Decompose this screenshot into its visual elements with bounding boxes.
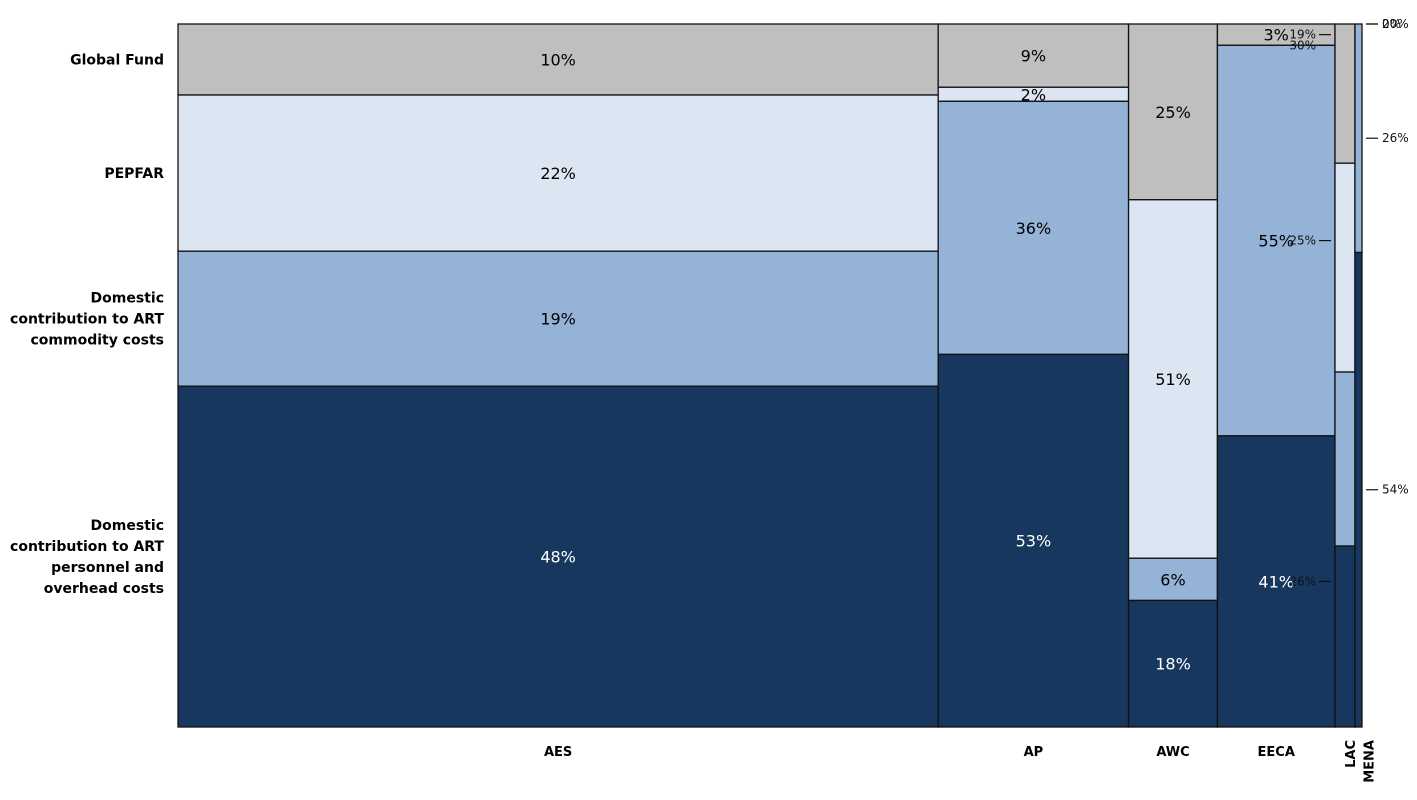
tile-lac-1: [1334, 162, 1356, 373]
tile-awc-2: [1127, 557, 1219, 602]
value-label: 22%: [540, 164, 576, 183]
value-label: 53%: [1016, 532, 1052, 551]
value-label: 41%: [1258, 572, 1294, 591]
category-label-lac: LAC: [1344, 740, 1359, 768]
value-label: 9%: [1021, 47, 1046, 66]
tile-eeca-2: [1216, 44, 1336, 437]
category-label-eeca: EECA: [1258, 745, 1295, 760]
callout-label: 19%: [1289, 28, 1316, 42]
category-label-ap: AP: [1024, 745, 1044, 760]
value-label: 18%: [1155, 655, 1191, 674]
row-label: Domestic contribution to ART commodity cos…: [10, 291, 164, 349]
tile-ap-0: [937, 23, 1130, 88]
tile-aes-2: [177, 250, 939, 387]
row-label: Domestic contribution to ART personnel and…: [10, 518, 164, 597]
value-label: 10%: [540, 51, 576, 70]
callout-label: 25%: [1289, 234, 1316, 248]
value-label: 3%: [1264, 26, 1289, 45]
value-label: 55%: [1258, 232, 1294, 251]
tile-mena-3: [1354, 251, 1363, 728]
tile-mena-2: [1354, 23, 1363, 254]
value-label: 25%: [1155, 103, 1191, 122]
tile-aes-1: [177, 94, 939, 252]
tile-awc-0: [1127, 23, 1219, 201]
row-label: PEPFAR: [104, 166, 164, 182]
callout-label: 26%: [1382, 131, 1409, 145]
category-label-awc: AWC: [1156, 745, 1189, 760]
value-label: 2%: [1021, 85, 1046, 104]
tile-eeca-3: [1216, 435, 1336, 728]
tile-aes-3: [177, 385, 939, 728]
callout-label: 30%: [1289, 38, 1316, 52]
value-label: 51%: [1155, 370, 1191, 389]
category-label-mena: MENA: [1362, 740, 1377, 783]
tile-awc-3: [1127, 599, 1219, 728]
tile-ap-2: [937, 100, 1130, 356]
value-label: 36%: [1016, 219, 1052, 238]
value-label: 6%: [1160, 570, 1185, 589]
value-label: 19%: [540, 310, 576, 329]
tile-lac-0: [1334, 23, 1356, 164]
category-label-aes: AES: [544, 745, 572, 760]
callout-label: 0%: [1382, 17, 1401, 31]
tile-awc-1: [1127, 199, 1219, 559]
tile-aes-0: [177, 23, 939, 96]
tile-lac-3: [1334, 545, 1356, 728]
value-label: 48%: [540, 548, 576, 567]
callout-label: 26%: [1289, 574, 1316, 588]
callout-label: 54%: [1382, 483, 1409, 497]
row-label: Global Fund: [70, 53, 164, 69]
callout-label: 20%: [1382, 17, 1409, 31]
tile-ap-3: [937, 353, 1130, 728]
tile-lac-2: [1334, 371, 1356, 547]
